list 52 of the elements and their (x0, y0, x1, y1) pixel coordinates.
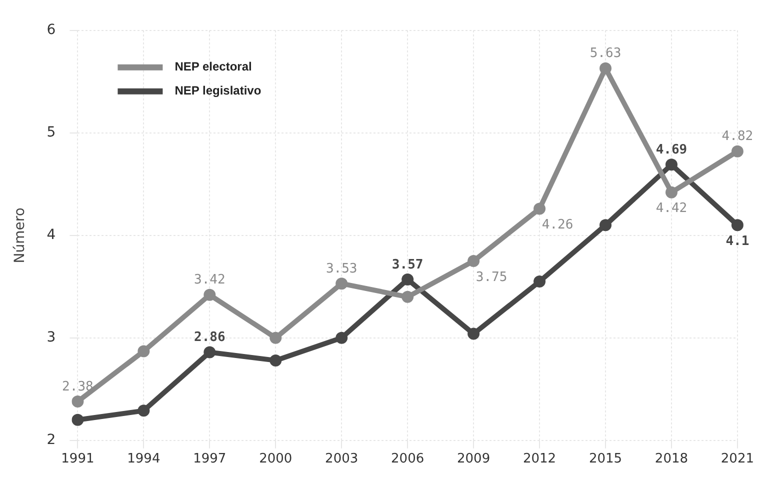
data-label: 3.75 (476, 270, 508, 285)
legend-label: NEP legislativo (174, 84, 262, 98)
x-tick-label: 2012 (522, 452, 556, 467)
legend-label: NEP electoral (174, 60, 252, 74)
point (731, 219, 744, 232)
point (204, 346, 216, 358)
point (336, 278, 348, 290)
data-label: 4.69 (656, 142, 688, 158)
point (665, 186, 678, 198)
data-label: 2.86 (194, 330, 226, 346)
x-tick-label: 2015 (588, 452, 622, 467)
point (534, 276, 546, 288)
data-label: 4.42 (656, 201, 688, 216)
point (72, 395, 84, 408)
point (731, 145, 744, 158)
point (72, 414, 84, 426)
data-label: 5.63 (590, 46, 622, 62)
point (468, 255, 480, 268)
point (665, 158, 678, 171)
y-tick-label: 3 (46, 330, 56, 346)
point (600, 62, 612, 74)
data-label: 3.53 (326, 261, 358, 276)
data-label: 4.82 (722, 129, 754, 144)
x-tick-label: 1994 (127, 452, 160, 467)
point (270, 354, 282, 366)
x-tick-label: 2021 (720, 452, 754, 467)
point (402, 273, 414, 286)
x-tick-label: 2009 (457, 452, 490, 467)
x-tick-label: 2003 (325, 452, 358, 467)
x-tick-label: 1991 (61, 452, 94, 467)
point (270, 332, 282, 344)
point (534, 202, 546, 215)
y-tick-label: 6 (46, 22, 56, 38)
point (204, 288, 216, 301)
data-label: 3.42 (194, 272, 226, 288)
y-tick-label: 5 (46, 124, 56, 141)
data-label: 4.26 (542, 218, 574, 233)
y-tick-label: 2 (46, 432, 56, 448)
data-label: 4.1 (726, 234, 750, 250)
x-tick-label: 2000 (259, 452, 292, 467)
x-tick-label: 2018 (654, 452, 688, 467)
data-label: 3.57 (392, 257, 424, 272)
y-axis-title: Número (12, 208, 28, 264)
point (600, 219, 612, 232)
point (138, 345, 150, 358)
point (336, 332, 348, 344)
x-tick-label: 1997 (193, 452, 226, 467)
x-tick-label: 2006 (391, 452, 424, 467)
y-tick-label: 4 (46, 227, 56, 244)
point (402, 290, 414, 303)
point (138, 404, 150, 417)
point (468, 328, 480, 340)
